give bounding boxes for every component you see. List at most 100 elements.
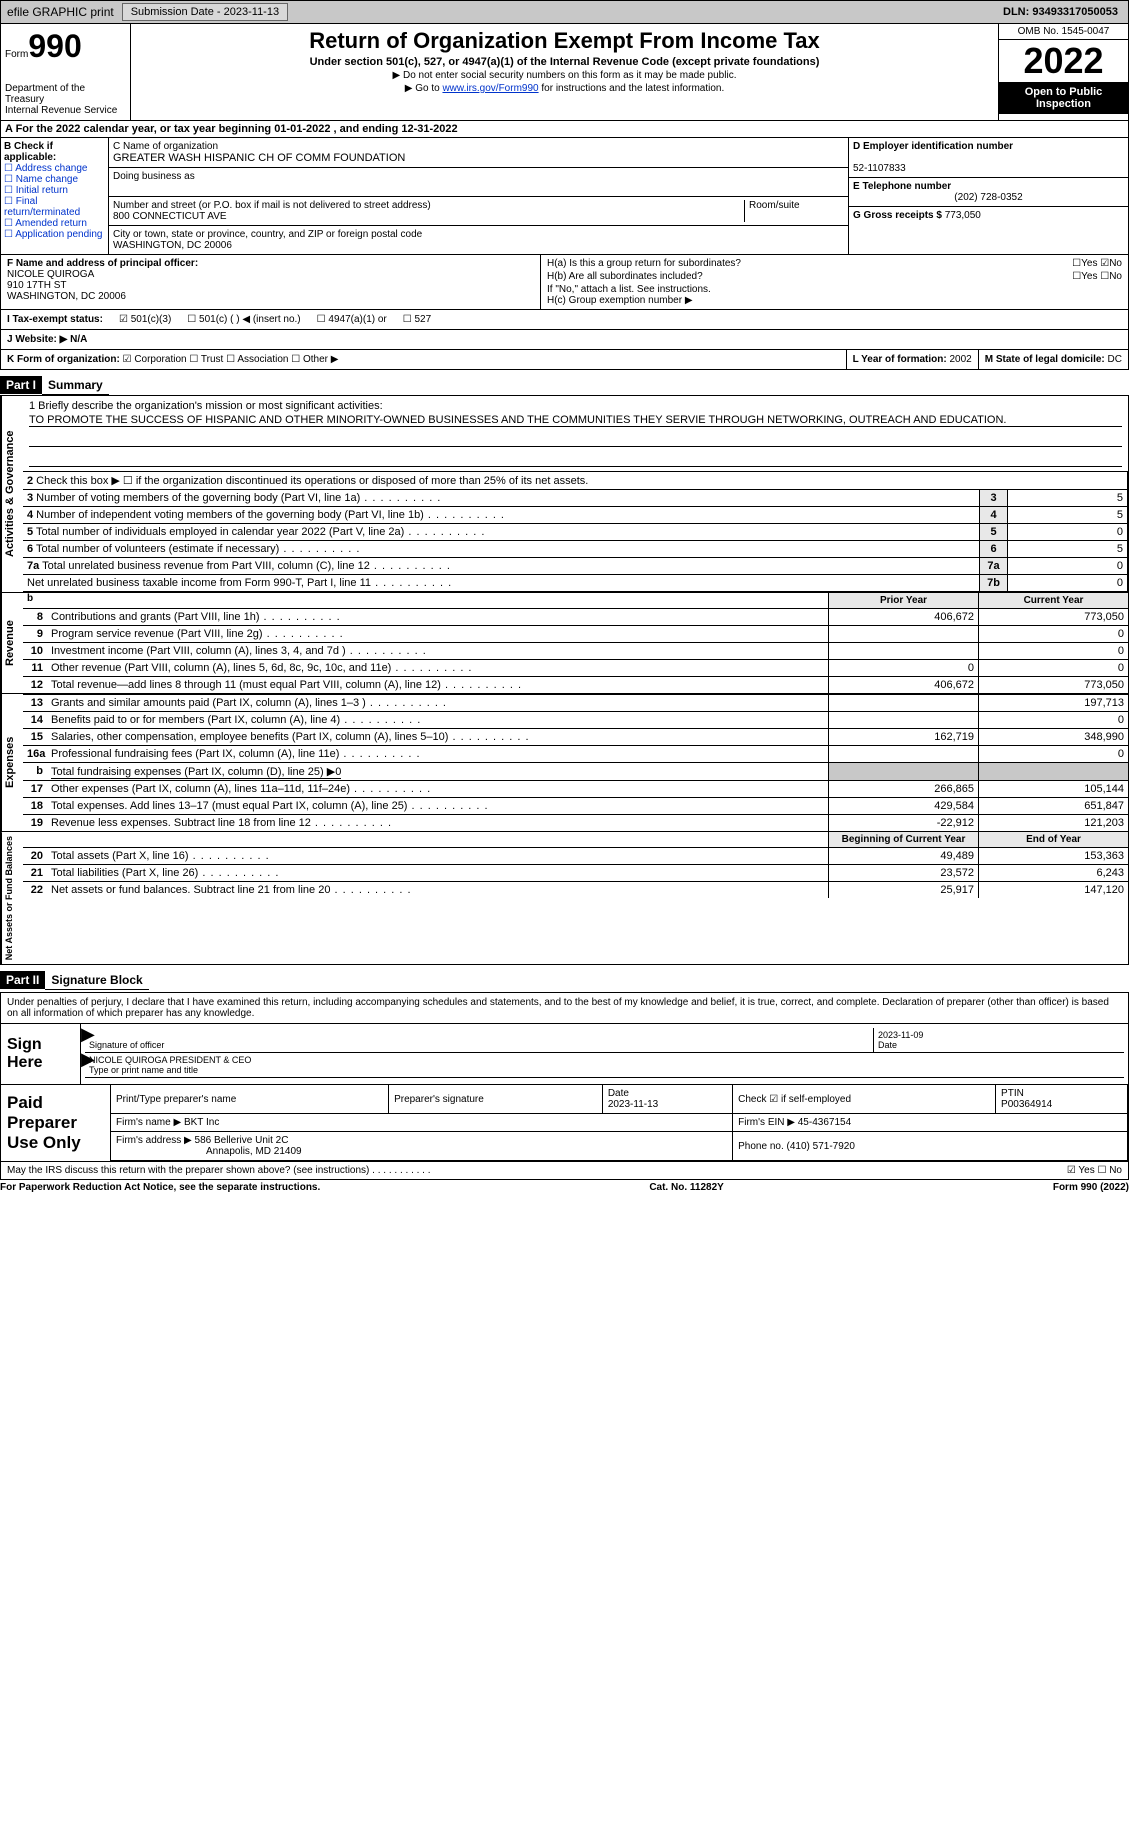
irs-label: Internal Revenue Service	[5, 105, 126, 116]
fin-row: 14Benefits paid to or for members (Part …	[23, 711, 1128, 728]
tax-year: 2022	[999, 40, 1128, 82]
blank-line	[29, 451, 1122, 467]
checkif-title: B Check if applicable:	[4, 141, 56, 163]
col-begin: Beginning of Current Year	[828, 832, 978, 847]
form-label: Form	[5, 49, 28, 60]
taxstatus-lbl: I Tax-exempt status:	[7, 314, 103, 325]
officer-addr1: 910 17TH ST	[7, 280, 66, 291]
part2-title: Signature Block	[45, 971, 148, 990]
prep-table: Print/Type preparer's namePreparer's sig…	[111, 1085, 1128, 1161]
ein-val: 52-1107833	[853, 163, 906, 174]
gov-table: 2 Check this box ▶ ☐ if the organization…	[23, 472, 1128, 592]
gross-val: 773,050	[945, 210, 981, 221]
form-header: Form990 Department of the Treasury Inter…	[0, 24, 1129, 121]
fin-row: 12Total revenue—add lines 8 through 11 (…	[23, 676, 1128, 693]
mission-txt: TO PROMOTE THE SUCCESS OF HISPANIC AND O…	[29, 414, 1122, 427]
entity-block: B Check if applicable: ☐ Address change …	[0, 138, 1129, 255]
irs-link[interactable]: www.irs.gov/Form990	[442, 83, 538, 94]
chk-527[interactable]: ☐ 527	[403, 314, 431, 325]
ftr-l: For Paperwork Reduction Act Notice, see …	[0, 1182, 320, 1193]
chk-amended[interactable]: ☐ Amended return	[4, 218, 105, 229]
website-val: N/A	[70, 334, 87, 345]
fin-row: 10Investment income (Part VIII, column (…	[23, 642, 1128, 659]
gov-row: Net unrelated business taxable income fr…	[23, 575, 1128, 592]
form-subtitle: Under section 501(c), 527, or 4947(a)(1)…	[135, 56, 994, 68]
orgname-lbl: C Name of organization	[113, 141, 218, 152]
part1-title: Summary	[42, 376, 109, 395]
penalties-text: Under penalties of perjury, I declare th…	[0, 992, 1129, 1024]
korg-lbl: K Form of organization:	[7, 354, 120, 365]
dept-label: Department of the Treasury	[5, 83, 126, 105]
form-note1: ▶ Do not enter social security numbers o…	[135, 70, 994, 81]
chk-final[interactable]: ☐ Final return/terminated	[4, 196, 105, 218]
chk-4947[interactable]: ☐ 4947(a)(1) or	[317, 314, 387, 325]
fin-row: 21Total liabilities (Part X, line 26)23,…	[23, 864, 1128, 881]
org-name: GREATER WASH HISPANIC CH OF COMM FOUNDAT…	[113, 152, 405, 164]
vtab-exp: Expenses	[1, 694, 23, 831]
ha-q: H(a) Is this a group return for subordin…	[547, 258, 741, 269]
officer-row: F Name and address of principal officer:…	[0, 255, 1129, 310]
form-title: Return of Organization Exempt From Incom…	[135, 28, 994, 54]
gov-row: 5 Total number of individuals employed i…	[23, 524, 1128, 541]
room-lbl: Room/suite	[749, 200, 800, 211]
chk-501c[interactable]: ☐ 501(c) ( ) ◀ (insert no.)	[187, 314, 300, 325]
gov-row: 6 Total number of volunteers (estimate i…	[23, 541, 1128, 558]
fin-row: 19Revenue less expenses. Subtract line 1…	[23, 814, 1128, 831]
fin-row: 13Grants and similar amounts paid (Part …	[23, 694, 1128, 711]
period-row: A For the 2022 calendar year, or tax yea…	[0, 121, 1129, 138]
sign-block: Sign Here ▶Signature of officer 2023-11-…	[0, 1024, 1129, 1085]
hb-note: If "No," attach a list. See instructions…	[547, 284, 1122, 295]
chk-addr[interactable]: ☐ Address change	[4, 163, 105, 174]
part2-hdr: Part II	[0, 971, 45, 989]
officer-lbl: F Name and address of principal officer:	[7, 258, 198, 269]
submission-button[interactable]: Submission Date - 2023-11-13	[122, 3, 288, 21]
fin-row: 22Net assets or fund balances. Subtract …	[23, 881, 1128, 898]
website-row: J Website: ▶ N/A	[0, 330, 1129, 350]
mission-lbl: 1 Briefly describe the organization's mi…	[29, 400, 383, 412]
netassets-block: Net Assets or Fund Balances Beginning of…	[0, 832, 1129, 965]
fin-row: 9Program service revenue (Part VIII, lin…	[23, 625, 1128, 642]
expenses-block: Expenses 13Grants and similar amounts pa…	[0, 694, 1129, 832]
form-number: 990	[28, 28, 81, 64]
col-prior: Prior Year	[828, 593, 978, 608]
hc-lbl: H(c) Group exemption number ▶	[547, 295, 1122, 306]
ftr-c: Cat. No. 11282Y	[649, 1182, 723, 1193]
fin-row: 17Other expenses (Part IX, column (A), l…	[23, 780, 1128, 797]
discuss-row: May the IRS discuss this return with the…	[0, 1162, 1129, 1180]
org-city: WASHINGTON, DC 20006	[113, 240, 232, 251]
gov-row: 4 Number of independent voting members o…	[23, 507, 1128, 524]
gov-row: 2 Check this box ▶ ☐ if the organization…	[23, 472, 1128, 490]
fin-row: 20Total assets (Part X, line 16)49,48915…	[23, 847, 1128, 864]
vtab-gov: Activities & Governance	[1, 396, 23, 592]
blank-line	[29, 431, 1122, 447]
col-end: End of Year	[978, 832, 1128, 847]
dba-lbl: Doing business as	[113, 171, 195, 182]
efile-label: efile GRAPHIC print	[3, 5, 118, 19]
sign-lbl: Sign Here	[1, 1024, 81, 1084]
tax-status-row: I Tax-exempt status: ☑ 501(c)(3) ☐ 501(c…	[0, 310, 1129, 330]
chk-pending[interactable]: ☐ Application pending	[4, 229, 105, 240]
summary-gov: Activities & Governance 1 Briefly descri…	[0, 395, 1129, 593]
chk-501c3[interactable]: ☑ 501(c)(3)	[119, 314, 171, 325]
fin-row: bTotal fundraising expenses (Part IX, co…	[23, 762, 1128, 780]
hb-q: H(b) Are all subordinates included?	[547, 271, 703, 282]
preparer-block: Paid Preparer Use Only Print/Type prepar…	[0, 1085, 1129, 1162]
fin-row: 11Other revenue (Part VIII, column (A), …	[23, 659, 1128, 676]
dln-label: DLN: 93493317050053	[1003, 6, 1126, 18]
website-lbl: J Website: ▶	[7, 334, 67, 345]
revenue-block: Revenue bPrior YearCurrent Year 8Contrib…	[0, 593, 1129, 694]
addr-lbl: Number and street (or P.O. box if mail i…	[113, 200, 431, 211]
inspection-label: Open to Public Inspection	[999, 82, 1128, 114]
fin-row: 16aProfessional fundraising fees (Part I…	[23, 745, 1128, 762]
city-lbl: City or town, state or province, country…	[113, 229, 422, 240]
omb-label: OMB No. 1545-0047	[999, 24, 1128, 40]
prep-lbl: Paid Preparer Use Only	[1, 1085, 111, 1161]
top-bar: efile GRAPHIC print Submission Date - 20…	[0, 0, 1129, 24]
ftr-r: Form 990 (2022)	[1053, 1182, 1129, 1193]
form-note2: ▶ Go to www.irs.gov/Form990 for instruct…	[135, 83, 994, 94]
chk-name[interactable]: ☐ Name change	[4, 174, 105, 185]
col-current: Current Year	[978, 593, 1128, 608]
org-addr: 800 CONNECTICUT AVE	[113, 211, 227, 222]
chk-initial[interactable]: ☐ Initial return	[4, 185, 105, 196]
gov-row: 3 Number of voting members of the govern…	[23, 490, 1128, 507]
